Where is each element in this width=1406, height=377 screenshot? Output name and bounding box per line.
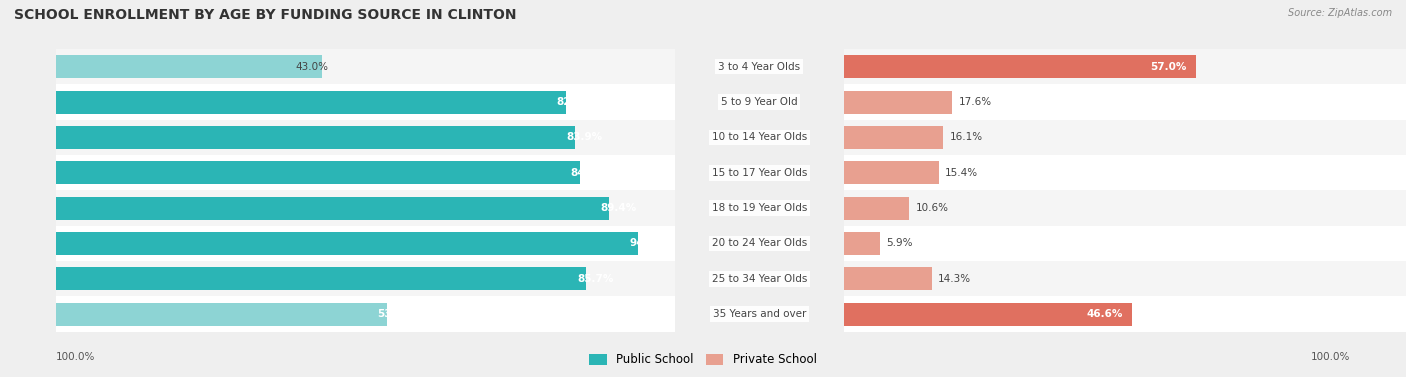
Text: 5.9%: 5.9% <box>886 238 912 248</box>
Text: 100.0%: 100.0% <box>56 352 96 362</box>
Text: 53.4%: 53.4% <box>377 309 413 319</box>
Bar <box>844 190 1406 226</box>
Text: 85.7%: 85.7% <box>576 274 613 284</box>
Bar <box>844 55 1197 78</box>
Bar <box>56 196 609 219</box>
Bar <box>56 84 675 120</box>
Bar <box>844 303 1132 326</box>
Text: 82.4%: 82.4% <box>557 97 593 107</box>
Text: 20 to 24 Year Olds: 20 to 24 Year Olds <box>711 238 807 248</box>
Bar <box>56 161 579 184</box>
Text: 89.4%: 89.4% <box>600 203 637 213</box>
Text: 14.3%: 14.3% <box>938 274 972 284</box>
Text: 84.6%: 84.6% <box>571 168 607 178</box>
Text: 3 to 4 Year Olds: 3 to 4 Year Olds <box>718 62 800 72</box>
Bar <box>56 296 675 332</box>
Bar <box>844 232 880 255</box>
Bar <box>56 55 322 78</box>
Bar <box>56 232 638 255</box>
Bar <box>844 126 943 149</box>
Text: 15 to 17 Year Olds: 15 to 17 Year Olds <box>711 168 807 178</box>
Text: 25 to 34 Year Olds: 25 to 34 Year Olds <box>711 274 807 284</box>
Text: 10.6%: 10.6% <box>915 203 949 213</box>
Bar <box>56 120 675 155</box>
Text: 46.6%: 46.6% <box>1087 309 1122 319</box>
Bar <box>844 226 1406 261</box>
Text: 10 to 14 Year Olds: 10 to 14 Year Olds <box>711 132 807 143</box>
Legend: Public School, Private School: Public School, Private School <box>585 349 821 371</box>
Bar <box>844 90 952 113</box>
Text: 57.0%: 57.0% <box>1150 62 1187 72</box>
Bar <box>844 161 939 184</box>
Text: 100.0%: 100.0% <box>1310 352 1350 362</box>
Text: SCHOOL ENROLLMENT BY AGE BY FUNDING SOURCE IN CLINTON: SCHOOL ENROLLMENT BY AGE BY FUNDING SOUR… <box>14 8 516 21</box>
Bar <box>56 226 675 261</box>
Text: 35 Years and over: 35 Years and over <box>713 309 806 319</box>
Text: 43.0%: 43.0% <box>295 62 329 72</box>
Text: 83.9%: 83.9% <box>567 132 602 143</box>
Text: 94.1%: 94.1% <box>628 238 665 248</box>
Bar <box>56 126 575 149</box>
Text: 18 to 19 Year Olds: 18 to 19 Year Olds <box>711 203 807 213</box>
Bar <box>844 155 1406 190</box>
Bar <box>844 267 932 290</box>
Bar <box>56 49 675 84</box>
Bar <box>844 120 1406 155</box>
Bar <box>844 296 1406 332</box>
Text: Source: ZipAtlas.com: Source: ZipAtlas.com <box>1288 8 1392 18</box>
Text: 5 to 9 Year Old: 5 to 9 Year Old <box>721 97 797 107</box>
Bar <box>844 49 1406 84</box>
Bar <box>56 90 567 113</box>
Bar <box>56 267 586 290</box>
Bar <box>844 84 1406 120</box>
Bar <box>56 190 675 226</box>
Bar <box>56 155 675 190</box>
Bar <box>56 303 387 326</box>
Bar <box>844 261 1406 296</box>
Text: 16.1%: 16.1% <box>949 132 983 143</box>
Bar <box>844 196 910 219</box>
Text: 17.6%: 17.6% <box>959 97 991 107</box>
Text: 15.4%: 15.4% <box>945 168 979 178</box>
Bar <box>56 261 675 296</box>
